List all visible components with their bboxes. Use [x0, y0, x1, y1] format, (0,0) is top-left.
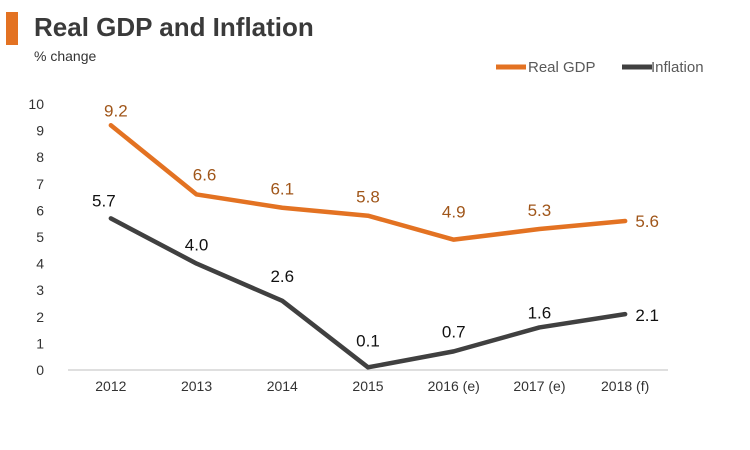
x-tick-label: 2014 [267, 378, 298, 394]
data-label-inflation: 0.7 [442, 322, 466, 341]
x-tick-label: 2012 [95, 378, 126, 394]
data-label-inflation: 1.6 [528, 303, 552, 322]
y-tick-label: 6 [36, 202, 44, 218]
data-label-inflation: 2.1 [635, 306, 659, 325]
data-label-real-gdp: 5.6 [635, 212, 659, 231]
y-tick-label: 3 [36, 282, 44, 298]
data-label-inflation: 4.0 [185, 236, 209, 255]
axes: 0 1 2 3 4 5 6 7 8 9 10 2012 2013 2014 2015 2016 (e) 2017… [28, 96, 668, 394]
x-tick-label: 2018 (f) [601, 378, 649, 394]
y-tick-label: 10 [28, 96, 44, 112]
x-tick-label: 2017 (e) [513, 378, 565, 394]
data-label-real-gdp: 4.9 [442, 203, 466, 222]
data-label-real-gdp: 6.6 [193, 165, 217, 184]
title-accent-bar [6, 12, 18, 45]
data-label-inflation: 5.7 [92, 191, 116, 210]
series-line-real-gdp [108, 123, 628, 242]
x-tick-label: 2016 (e) [428, 378, 480, 394]
y-tick-label: 5 [36, 229, 44, 245]
y-tick-label: 1 [36, 335, 44, 351]
legend-label-inflation: Inflation [651, 59, 704, 76]
data-label-real-gdp: 6.1 [270, 180, 294, 199]
data-label-inflation: 2.6 [270, 267, 294, 286]
y-tick-label: 0 [36, 362, 44, 378]
y-tick-label: 8 [36, 149, 44, 165]
y-tick-label: 7 [36, 176, 44, 192]
data-label-inflation: 0.1 [356, 331, 380, 350]
legend-label-real-gdp: Real GDP [528, 59, 596, 76]
chart-subtitle: % change [34, 48, 97, 64]
y-tick-label: 4 [36, 256, 44, 272]
data-label-real-gdp: 9.2 [104, 101, 128, 120]
series-group [108, 123, 628, 370]
data-label-real-gdp: 5.8 [356, 188, 380, 207]
data-labels: 9.2 6.6 6.1 5.8 4.9 5.3 5.6 5.7 4.0 2.6 0.1 0.7 1.6 2… [92, 101, 659, 350]
data-label-real-gdp: 5.3 [528, 201, 552, 220]
chart-title: Real GDP and Inflation [34, 12, 314, 42]
legend: Real GDP Inflation [496, 59, 704, 76]
x-tick-label: 2013 [181, 378, 212, 394]
x-tick-label: 2015 [352, 378, 383, 394]
y-tick-label: 9 [36, 123, 44, 139]
y-tick-label: 2 [36, 309, 44, 325]
